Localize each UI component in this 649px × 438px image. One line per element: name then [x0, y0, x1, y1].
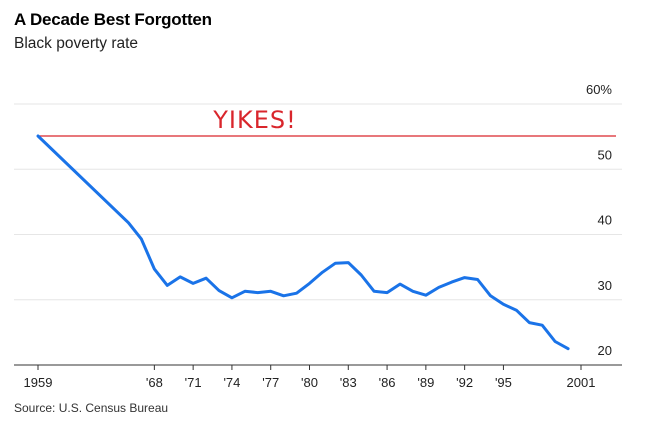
- chart-subtitle: Black poverty rate: [14, 35, 139, 52]
- chart-title: A Decade Best Forgotten: [14, 10, 212, 29]
- y-tick-label: 40: [598, 213, 612, 228]
- x-tick-label: '74: [223, 375, 240, 390]
- y-tick-label: 50: [598, 147, 612, 162]
- gridlines: [14, 103, 622, 301]
- annotation-label: YIKES!: [212, 106, 297, 134]
- x-tick-label: '86: [379, 375, 396, 390]
- x-axis: [14, 364, 622, 370]
- x-tick-label: 2001: [567, 375, 596, 390]
- x-tick-label: 1959: [24, 375, 53, 390]
- series-line: [36, 134, 570, 351]
- reference-line-group: YIKES!: [38, 106, 616, 137]
- x-tick-label: '92: [456, 375, 473, 390]
- y-tick-label: 30: [598, 278, 612, 293]
- x-tick-label: '68: [146, 375, 163, 390]
- y-axis-tick-labels: 20 30 40 50 60%: [586, 82, 612, 358]
- x-tick-label: '77: [262, 375, 279, 390]
- x-tick-label: '80: [301, 375, 318, 390]
- series-group: [36, 134, 570, 351]
- x-tick-label: '89: [417, 375, 434, 390]
- x-tick-label: '71: [185, 375, 202, 390]
- y-tick-label: 60%: [586, 82, 612, 97]
- x-tick-label: '83: [340, 375, 357, 390]
- x-axis-tick-labels: 1959 '68 '71 '74 '77 '80 '83 '86 '89 '92 '95 2001: [24, 375, 596, 390]
- x-tick-label: '95: [495, 375, 512, 390]
- y-tick-label: 20: [598, 343, 612, 358]
- source-note: Source: U.S. Census Bureau: [14, 401, 169, 415]
